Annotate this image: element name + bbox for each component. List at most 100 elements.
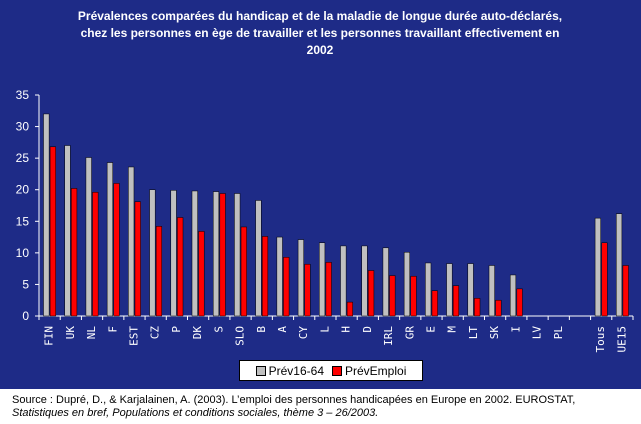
bar-prev-emploi — [410, 275, 417, 317]
y-tick-label: 20 — [16, 183, 30, 197]
x-tick-label: EST — [127, 326, 140, 346]
bar-prev-16-64 — [85, 157, 92, 317]
x-tick-label: LV — [531, 326, 544, 340]
bar-prev-emploi — [240, 226, 247, 317]
x-tick-label: UE15 — [615, 326, 628, 353]
bar-prev-emploi — [155, 226, 163, 317]
bar-prev-16-64 — [509, 274, 517, 317]
legend-label-prev-emploi: PrévEmploi — [345, 363, 407, 378]
bar-prev-emploi — [495, 299, 502, 317]
chart-title: Prévalences comparées du handicap et de … — [20, 8, 620, 59]
legend-entry-prev-emploi: PrévEmploi — [332, 364, 406, 378]
source-line-1: Source : Dupré, D., & Karjalainen, A. (2… — [12, 394, 576, 406]
x-tick-label: B — [255, 326, 268, 333]
bar-prev-16-64 — [467, 263, 474, 317]
chart-legend: Prév16-64 PrévEmploi — [239, 360, 423, 381]
chart-panel — [0, 0, 641, 389]
legend-entry-prev-16-64: Prév16-64 — [255, 363, 324, 378]
bar-prev-16-64 — [128, 166, 135, 317]
y-tick-label: 35 — [16, 88, 30, 102]
bar-prev-emploi — [368, 270, 375, 317]
bar-prev-16-64 — [255, 200, 262, 317]
x-tick-label: D — [361, 326, 374, 333]
bar-prev-emploi — [452, 285, 460, 317]
x-tick-label: SLO — [234, 326, 247, 346]
source-line-2: Statistiques en bref, Populations et con… — [12, 407, 379, 419]
x-tick-label: GR — [403, 326, 416, 340]
y-tick-label: 15 — [16, 214, 30, 228]
bar-prev-emploi — [113, 183, 120, 317]
source-citation: Source : Dupré, D., & Karjalainen, A. (2… — [12, 394, 632, 420]
bar-prev-emploi — [389, 275, 396, 317]
x-tick-label: S — [212, 326, 225, 333]
bar-prev-16-64 — [149, 189, 156, 317]
x-tick-label: H — [340, 326, 353, 333]
bar-prev-16-64 — [446, 263, 453, 317]
y-tick-label: 10 — [16, 246, 30, 260]
y-tick-label: 0 — [22, 309, 29, 323]
bar-chart: 0 5 10 15 20 25 30 35 FIN UK NL F EST CZ P DK S SLO B A CY L H… — [16, 88, 634, 353]
x-tick-label: FIN — [43, 326, 56, 346]
x-tick-label: SK — [488, 326, 501, 340]
bar-prev-16-64 — [191, 190, 198, 317]
bar-prev-16-64 — [425, 262, 432, 317]
y-tick-label: 25 — [16, 151, 30, 165]
bar-prev-emploi — [431, 290, 438, 317]
bar-prev-emploi — [219, 193, 226, 317]
bar-prev-16-64 — [64, 145, 71, 317]
x-tick-label: LT — [467, 326, 480, 340]
y-tick-label: 30 — [16, 120, 30, 134]
bar-prev-emploi — [601, 242, 608, 317]
x-tick-label: CY — [297, 326, 310, 340]
x-tick-label: IRL — [382, 326, 395, 346]
bar-prev-16-64 — [340, 245, 347, 317]
x-tick-label: A — [276, 326, 289, 333]
bar-prev-16-64 — [319, 242, 326, 317]
bar-prev-16-64 — [361, 245, 368, 317]
bar-prev-emploi — [325, 262, 332, 317]
legend-swatch-prev-emploi — [332, 365, 342, 376]
x-tick-label: PL — [552, 326, 565, 340]
x-tick-label: E — [424, 326, 437, 333]
x-tick-label: DK — [191, 326, 204, 340]
legend-label-prev-16-64: Prév16-64 — [268, 363, 324, 378]
x-tick-label: P — [170, 326, 183, 333]
bar-prev-emploi — [474, 298, 481, 317]
x-tick-label: NL — [85, 326, 98, 340]
legend-swatch-prev-16-64 — [255, 365, 266, 376]
bar-prev-16-64 — [170, 190, 177, 317]
chart-title-line-3: 2002 — [306, 43, 334, 57]
x-tick-label: UK — [64, 326, 77, 340]
bar-prev-16-64 — [594, 217, 601, 317]
x-tick-label: Tous — [594, 326, 607, 353]
bar-prev-16-64 — [212, 191, 220, 317]
x-tick-label: F — [106, 326, 119, 333]
bar-prev-emploi — [198, 231, 205, 317]
bar-prev-16-64 — [382, 247, 389, 317]
bar-prev-16-64 — [403, 251, 410, 317]
bar-prev-emploi — [346, 301, 353, 317]
bar-prev-16-64 — [488, 265, 495, 317]
bar-prev-16-64 — [43, 113, 50, 317]
x-tick-label: CZ — [149, 326, 162, 340]
x-tick-label: L — [318, 326, 331, 333]
bar-prev-16-64 — [276, 236, 283, 317]
chart-title-line-2: chez les personnes en ège de travailler … — [80, 26, 560, 40]
bar-prev-16-64 — [234, 193, 241, 317]
y-tick-label: 5 — [22, 277, 29, 291]
bar-prev-16-64 — [297, 239, 304, 317]
bar-prev-emploi — [262, 236, 269, 317]
bar-prev-emploi — [304, 263, 311, 317]
bar-prev-16-64 — [616, 213, 623, 317]
x-tick-label: I — [509, 326, 522, 333]
bar-prev-emploi — [92, 191, 99, 317]
bar-prev-16-64 — [106, 162, 114, 317]
bar-prev-emploi — [516, 288, 523, 317]
x-tick-label: M — [446, 326, 459, 333]
bar-prev-emploi — [49, 146, 56, 317]
bar-prev-emploi — [283, 257, 290, 317]
bar-prev-emploi — [71, 188, 78, 317]
chart-title-line-1: Prévalences comparées du handicap et de … — [77, 9, 563, 23]
bar-prev-emploi — [134, 201, 141, 317]
bar-prev-emploi — [622, 265, 629, 317]
